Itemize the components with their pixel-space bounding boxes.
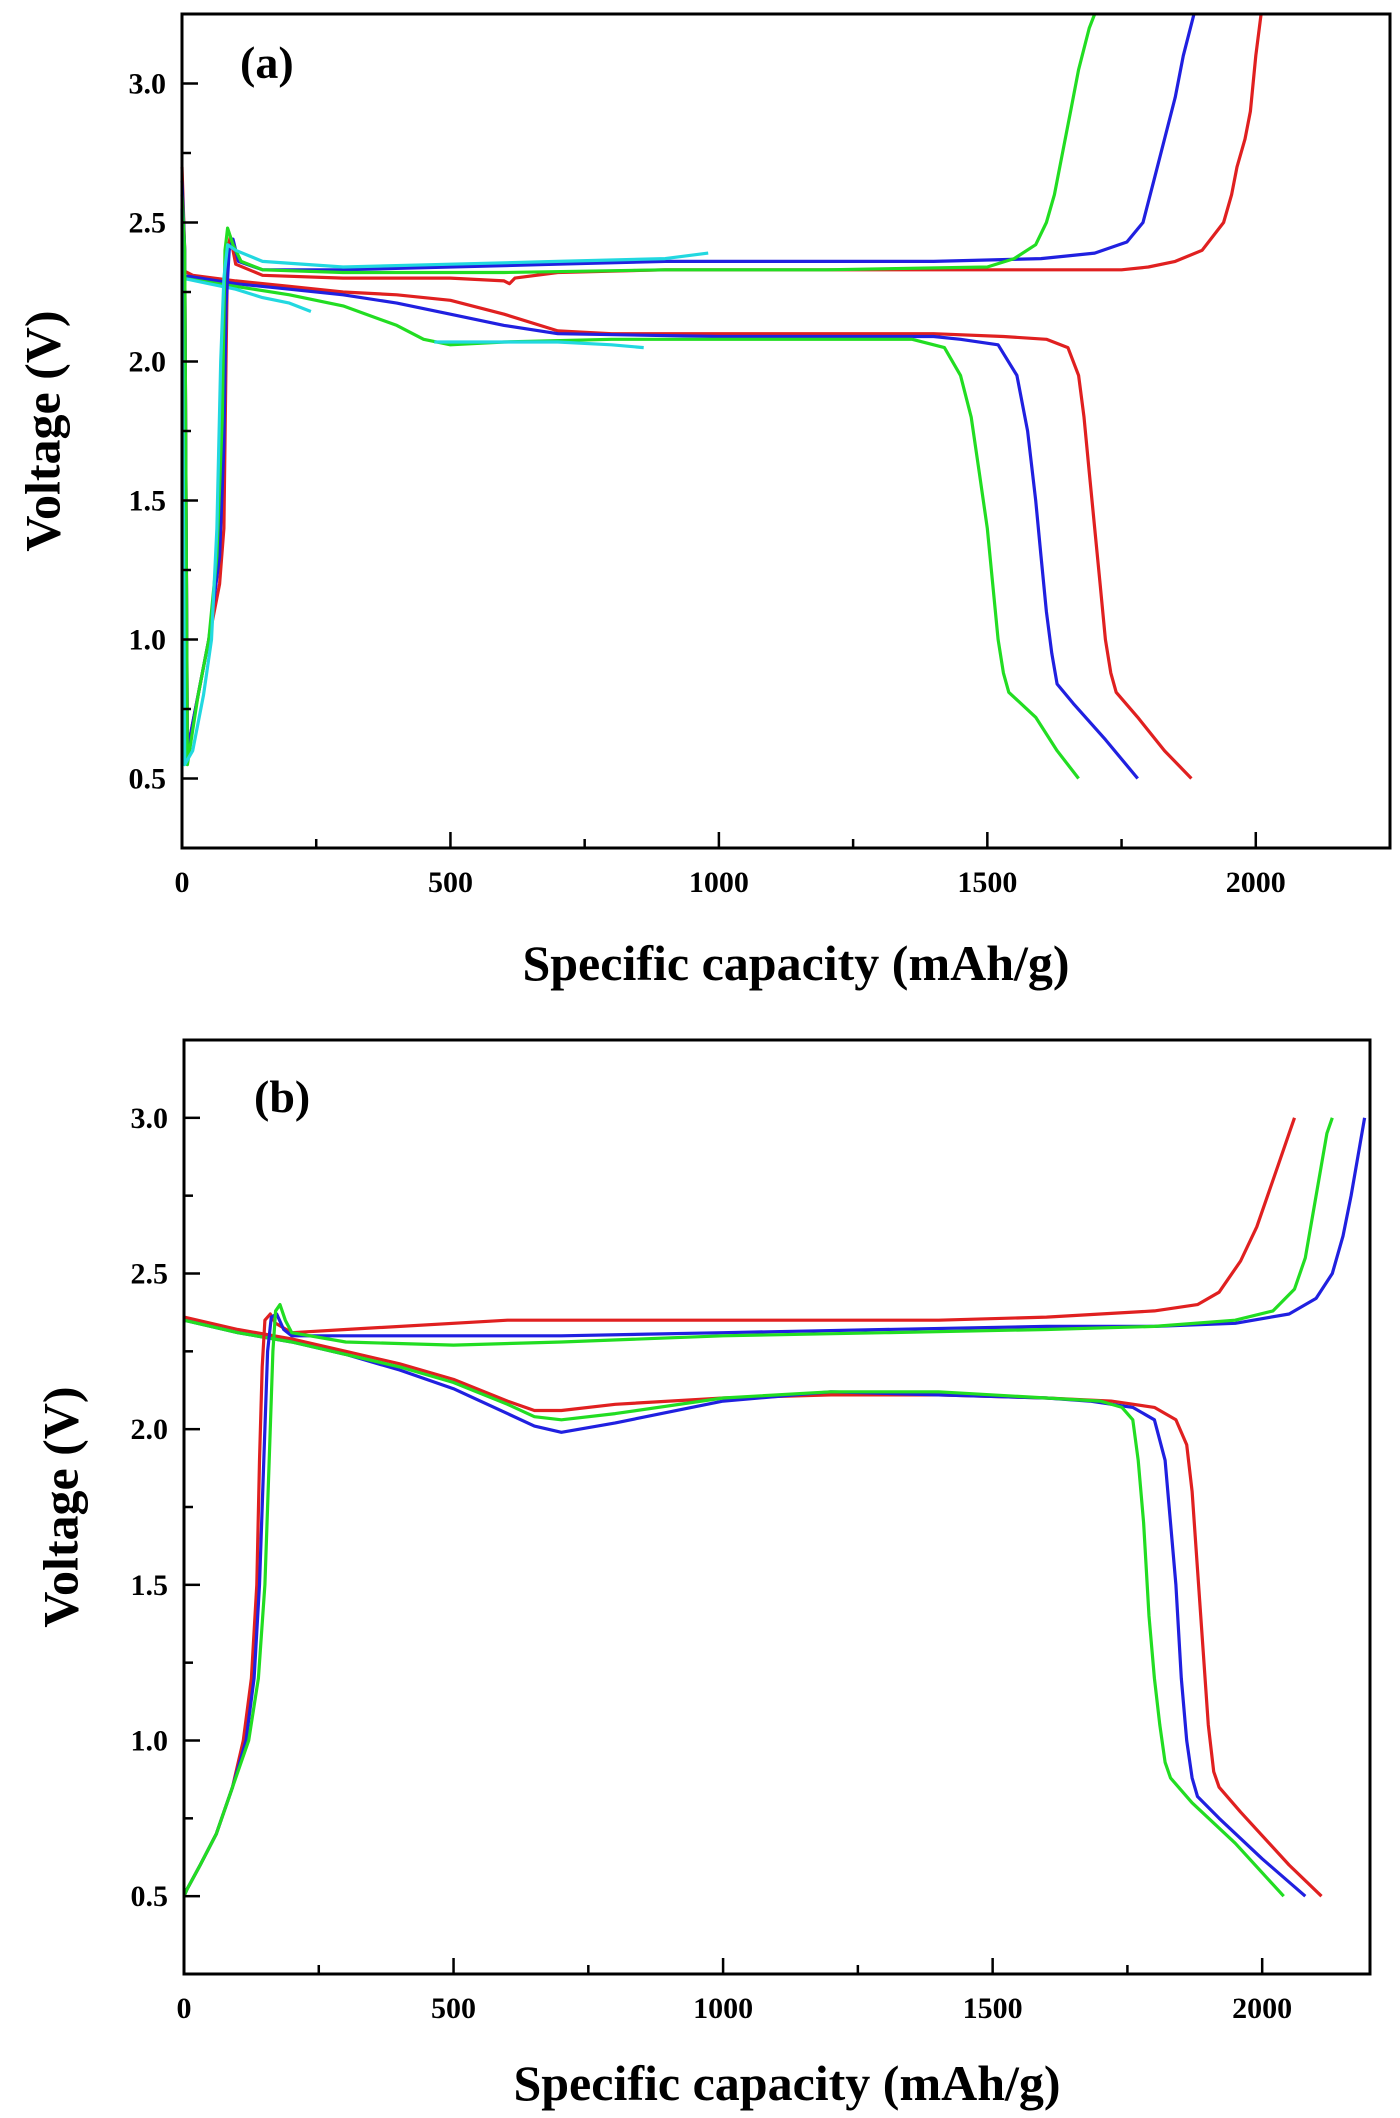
series-line-charge-cyan <box>180 208 709 767</box>
series-line-discharge-red <box>181 268 1193 780</box>
x-tick-label: 1000 <box>689 866 749 899</box>
plot-frame <box>180 12 1392 850</box>
series-line-charge-green <box>180 13 1097 767</box>
x-tick-label: 1000 <box>693 1992 753 2025</box>
x-tick-label: 0 <box>177 1992 192 2025</box>
series-line-discharge-cyan <box>181 276 312 313</box>
x-tick-label: 2000 <box>1232 1992 1292 2025</box>
y-tick-label: 2.5 <box>129 207 167 240</box>
series-line-discharge-blue <box>181 273 1139 780</box>
x-tick-label: 500 <box>428 866 473 899</box>
y-tick-label: 1.5 <box>131 1569 169 1602</box>
y-axis-title: Voltage (V) <box>15 310 71 551</box>
x-tick-label: 0 <box>175 866 190 899</box>
x-tick-label: 500 <box>431 1992 476 2025</box>
x-axis-title: Specific capacity (mAh/g) <box>513 2055 1060 2111</box>
y-tick-label: 1.5 <box>129 485 167 518</box>
y-tick-label: 1.0 <box>129 624 167 657</box>
y-tick-label: 3.0 <box>131 1102 169 1135</box>
series-line-discharge-blue <box>183 1318 1307 1898</box>
y-tick-label: 2.0 <box>131 1413 169 1446</box>
x-tick-label: 1500 <box>963 1992 1023 2025</box>
series-line-charge-blue <box>180 13 1196 753</box>
series-line-discharge-green <box>181 276 1080 780</box>
y-tick-label: 0.5 <box>131 1880 169 1913</box>
y-axis-title: Voltage (V) <box>33 1386 89 1627</box>
y-tick-label: 3.0 <box>129 68 167 101</box>
x-tick-label: 1500 <box>957 866 1017 899</box>
series-line-charge-blue <box>182 1117 1367 1897</box>
panel-label: (b) <box>254 1071 310 1122</box>
chart-panel-b: 0 500 1000 1500 2000 0.5 1.0 1.5 2.0 2.5 3.0 Specif… <box>33 1038 1372 2111</box>
series-line-discharge-red <box>183 1315 1323 1898</box>
panel-label: (a) <box>240 37 294 88</box>
y-tick-label: 0.5 <box>129 763 167 796</box>
y-tick-label: 2.0 <box>129 346 167 379</box>
y-tick-label: 1.0 <box>131 1725 169 1758</box>
x-tick-label: 2000 <box>1226 866 1286 899</box>
chart-panel-a: 0 500 1000 1500 2000 0.5 1.0 1.5 2.0 2.5 3.0 Specif… <box>15 12 1392 991</box>
series-line-discharge-cyan-2 <box>434 340 644 350</box>
series-line-discharge-green <box>183 1318 1285 1898</box>
y-tick-label: 2.5 <box>131 1258 169 1291</box>
series-line-charge-red <box>182 1117 1297 1897</box>
series-line-charge-red <box>180 13 1263 753</box>
x-axis-title: Specific capacity (mAh/g) <box>522 935 1069 991</box>
series-line-charge-green <box>182 1117 1334 1897</box>
